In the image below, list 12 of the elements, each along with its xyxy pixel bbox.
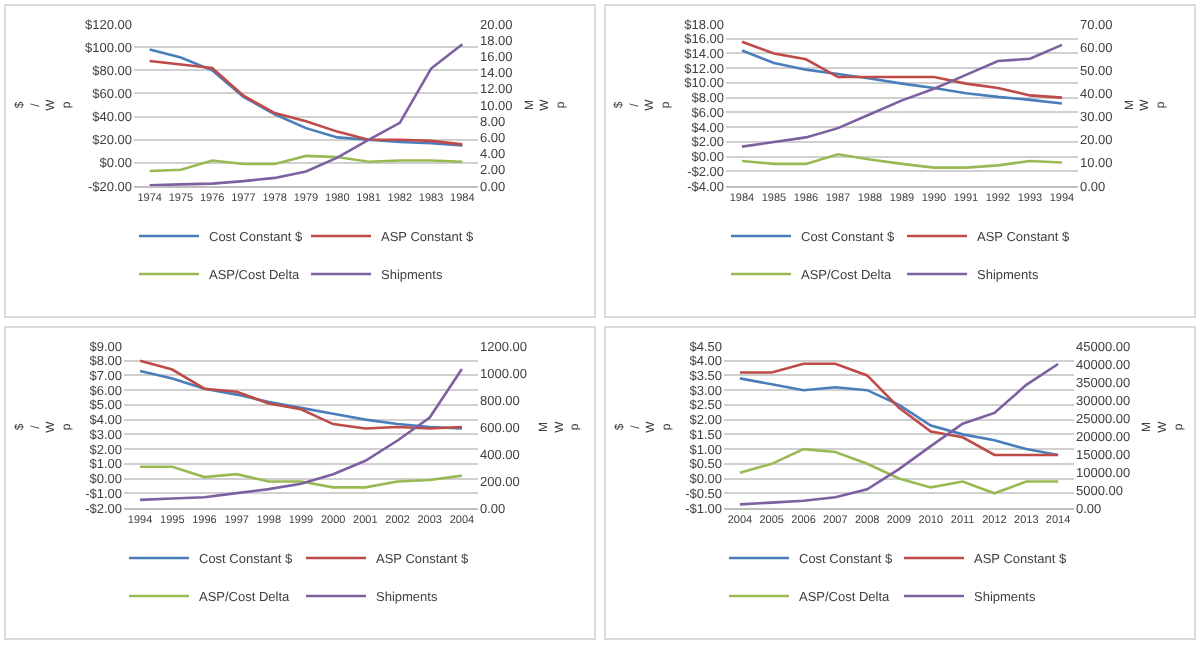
line-series xyxy=(740,49,1064,105)
line-series xyxy=(738,362,1060,506)
line-series xyxy=(138,465,464,489)
line-series xyxy=(738,362,1060,457)
line-series xyxy=(740,40,1064,99)
line-series xyxy=(148,154,464,173)
line-series xyxy=(138,367,464,502)
line-series xyxy=(738,377,1060,457)
line-series xyxy=(740,153,1064,169)
line-series xyxy=(738,447,1060,495)
line-series xyxy=(148,42,464,186)
line-series xyxy=(740,43,1064,148)
